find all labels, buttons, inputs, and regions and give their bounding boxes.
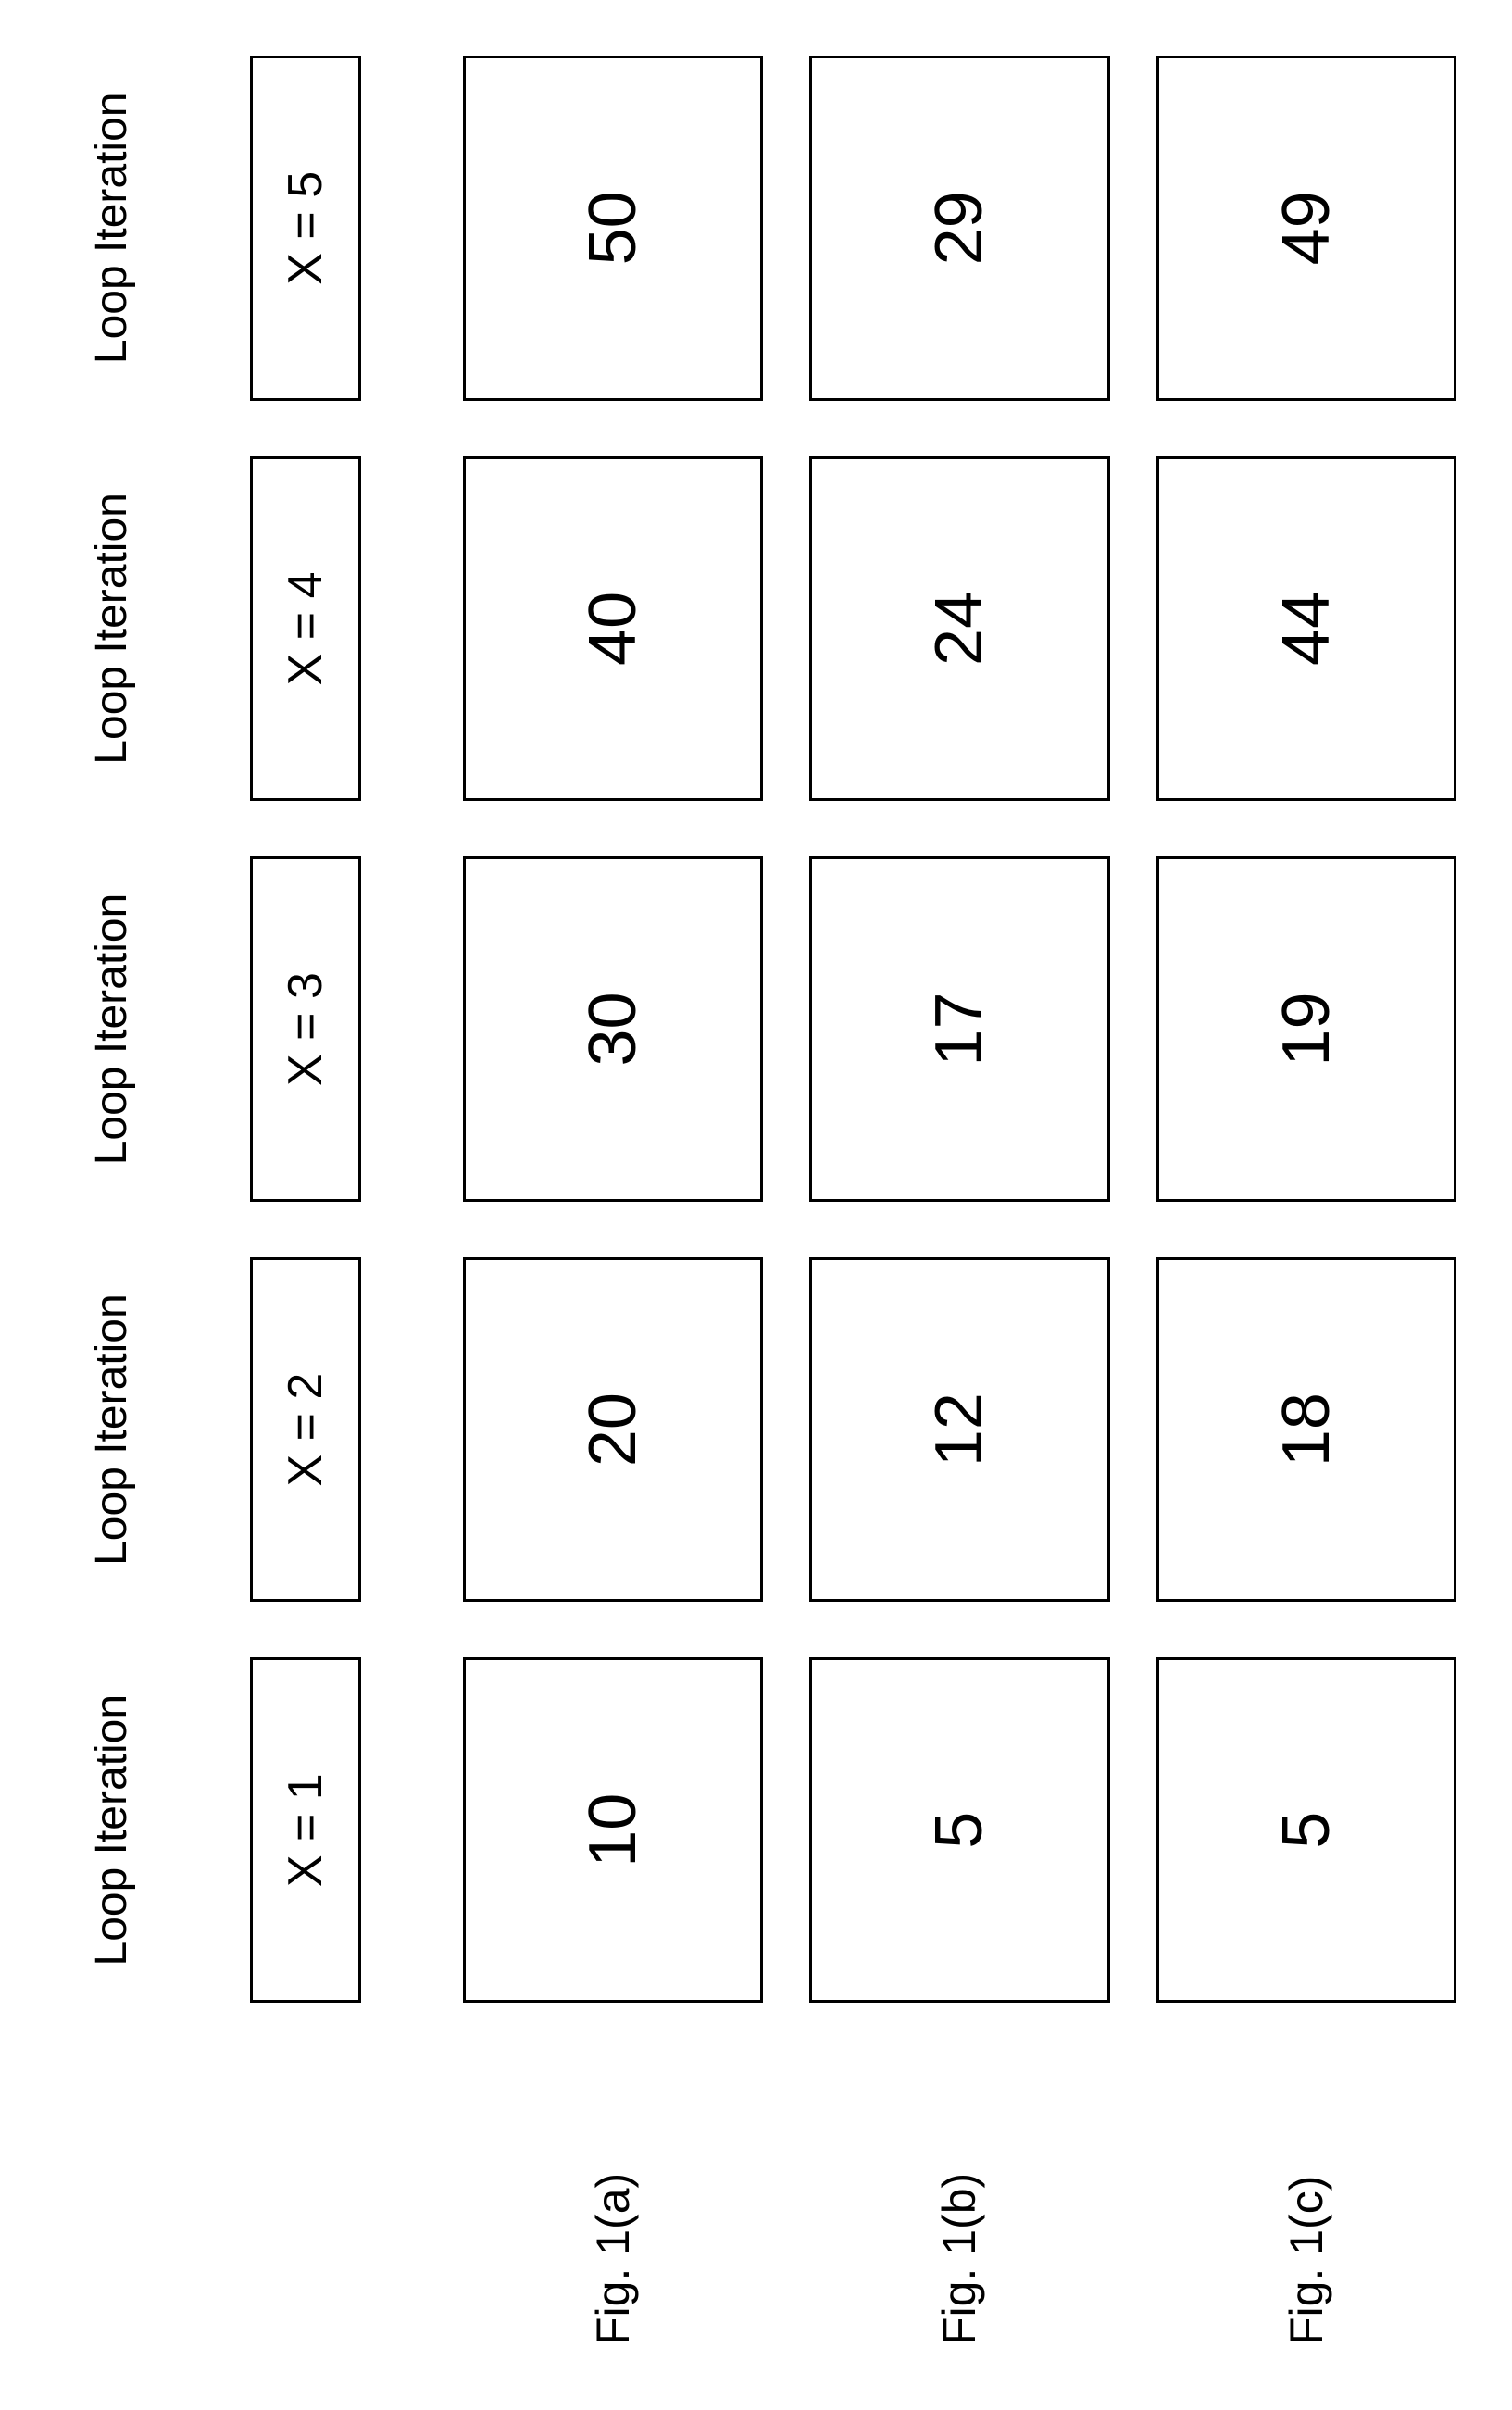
value-cell: 49 [1156, 56, 1456, 401]
value-cell: 50 [463, 56, 763, 401]
value-cell: 40 [463, 456, 763, 802]
col-header: Loop Iteration [56, 856, 167, 1202]
value-cell: 17 [809, 856, 1109, 1202]
row-label: Fig. 1(a) [463, 2058, 763, 2373]
row-label: Fig. 1(c) [1156, 2058, 1456, 2373]
value-cell: 44 [1156, 456, 1456, 802]
loop-iteration-table: Loop Iteration Loop Iteration Loop Itera… [0, 0, 1512, 2410]
x-label-box: X = 5 [250, 56, 361, 401]
col-header: Loop Iteration [56, 1657, 167, 2003]
x-label-box: X = 2 [250, 1257, 361, 1603]
col-header: Loop Iteration [56, 1257, 167, 1603]
value-cell: 30 [463, 856, 763, 1202]
value-cell: 18 [1156, 1257, 1456, 1603]
value-cell: 29 [809, 56, 1109, 401]
col-header: Loop Iteration [56, 56, 167, 401]
x-label-box: X = 1 [250, 1657, 361, 2003]
value-cell: 24 [809, 456, 1109, 802]
value-cell: 5 [809, 1657, 1109, 2003]
x-label-box: X = 3 [250, 856, 361, 1202]
corner-spacer [56, 2058, 167, 2373]
value-cell: 10 [463, 1657, 763, 2003]
col-header: Loop Iteration [56, 456, 167, 802]
x-label-box: X = 4 [250, 456, 361, 802]
value-cell: 12 [809, 1257, 1109, 1603]
value-cell: 20 [463, 1257, 763, 1603]
xrow-spacer [213, 2058, 417, 2373]
row-label: Fig. 1(b) [809, 2058, 1109, 2373]
value-cell: 5 [1156, 1657, 1456, 2003]
value-cell: 19 [1156, 856, 1456, 1202]
